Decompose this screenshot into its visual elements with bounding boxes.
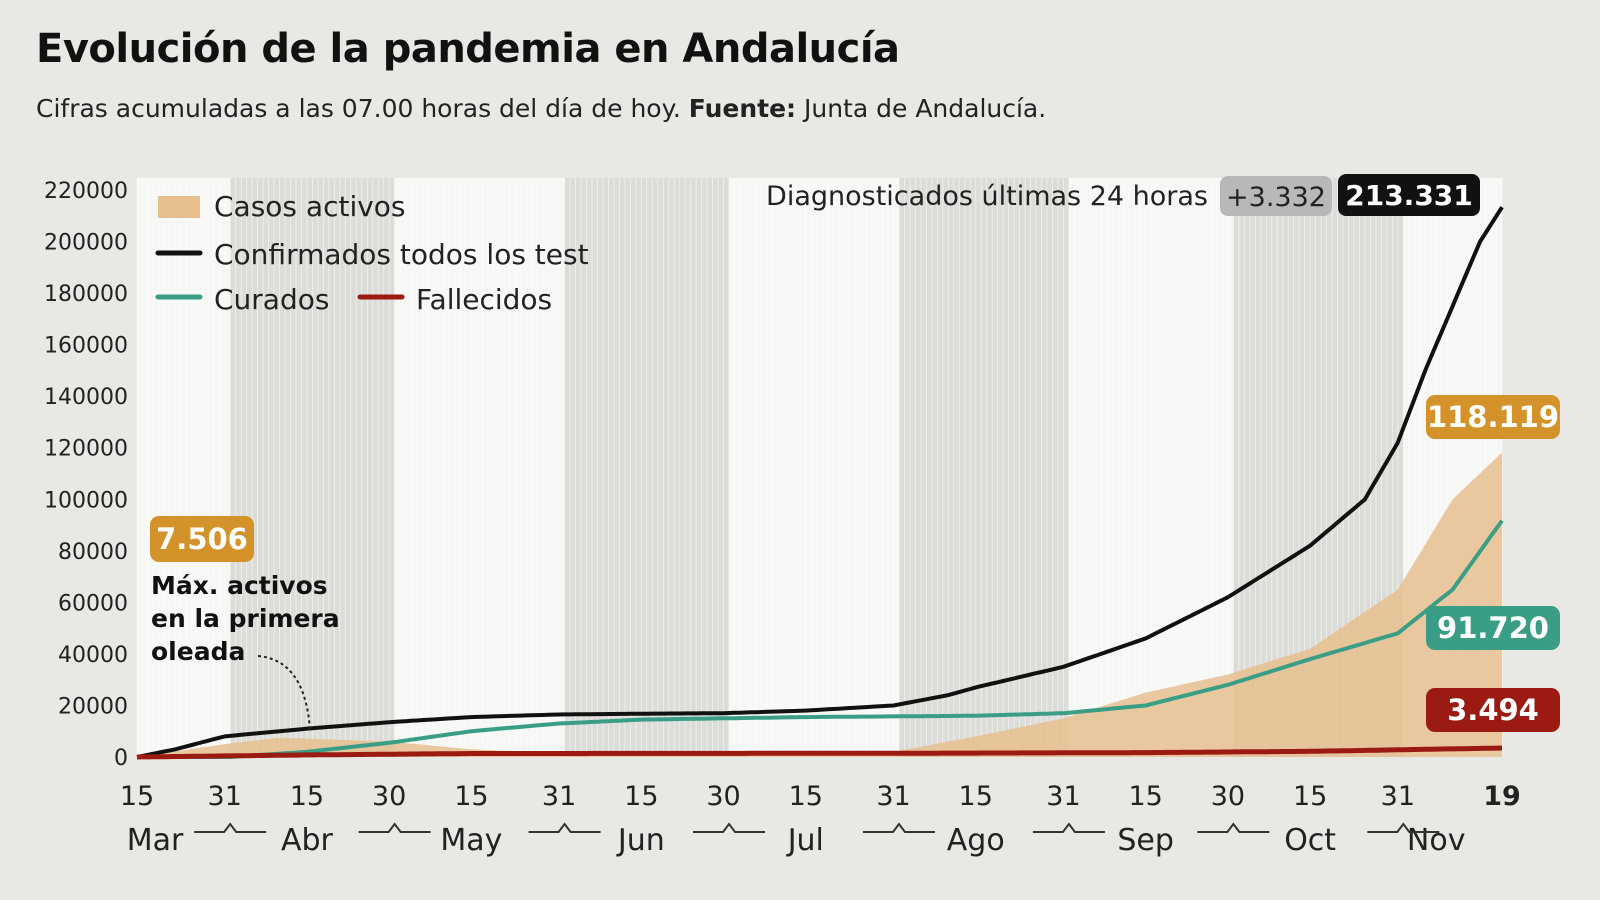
month-separator bbox=[194, 822, 267, 833]
x-tick-label: 15 bbox=[290, 781, 324, 812]
x-month-label: Sep bbox=[1117, 823, 1174, 858]
legend-label-curados: Curados bbox=[214, 283, 329, 316]
legend-swatch-casos-activos bbox=[158, 196, 200, 218]
x-month-label: Nov bbox=[1407, 823, 1466, 858]
chart-subtitle: Cifras acumuladas a las 07.00 horas del … bbox=[36, 94, 1046, 123]
x-tick-label: 15 bbox=[624, 781, 658, 812]
activos-badge bbox=[1426, 395, 1560, 439]
y-tick-label: 0 bbox=[114, 746, 128, 771]
x-tick-label: 19 bbox=[1483, 781, 1521, 812]
y-tick-label: 160000 bbox=[44, 334, 128, 359]
series-area-casos-activos bbox=[137, 452, 1502, 757]
activos-end-value: 118.119 bbox=[1427, 400, 1559, 434]
x-month-label: Abr bbox=[281, 823, 334, 858]
x-month-label: Jun bbox=[616, 823, 665, 858]
x-tick-label: 30 bbox=[372, 781, 406, 812]
x-tick-label: 31 bbox=[208, 781, 242, 812]
peak-pointer bbox=[257, 655, 311, 731]
series-line-confirmados-todos-los-test bbox=[136, 206, 1504, 759]
peak-annotation-text: en la primera bbox=[151, 604, 340, 633]
confirmados-end-value: 213.331 bbox=[1345, 179, 1473, 212]
y-tick-label: 80000 bbox=[58, 540, 128, 565]
x-month-label: May bbox=[440, 823, 502, 858]
confirmados-badge bbox=[1338, 174, 1480, 216]
x-tick-label: 15 bbox=[959, 781, 993, 812]
peak-badge bbox=[150, 516, 254, 562]
y-tick-label: 200000 bbox=[44, 231, 128, 256]
curados-end-value: 91.720 bbox=[1437, 611, 1549, 645]
x-tick-label: 31 bbox=[1046, 781, 1080, 812]
fallecidos-badge bbox=[1426, 688, 1560, 732]
series-line-curados bbox=[137, 519, 1504, 759]
month-band bbox=[898, 178, 1069, 757]
x-month-label: Mar bbox=[127, 823, 184, 858]
legend-label-casos-activos: Casos activos bbox=[214, 190, 406, 223]
y-tick-label: 140000 bbox=[44, 385, 128, 410]
month-separator bbox=[1197, 822, 1270, 833]
y-tick-label: 20000 bbox=[58, 694, 128, 719]
x-month-label: Ago bbox=[947, 823, 1005, 858]
x-tick-label: 15 bbox=[789, 781, 823, 812]
month-separator bbox=[1032, 822, 1105, 833]
x-tick-label: 30 bbox=[706, 781, 740, 812]
x-tick-label: 15 bbox=[454, 781, 488, 812]
x-tick-label: 30 bbox=[1211, 781, 1245, 812]
x-tick-label: 15 bbox=[1128, 781, 1162, 812]
y-tick-label: 40000 bbox=[58, 643, 128, 668]
peak-annotation-text: Máx. activos bbox=[151, 571, 328, 600]
series-line-fallecidos bbox=[136, 745, 1503, 760]
subtitle-text: Cifras acumuladas a las 07.00 horas del … bbox=[36, 94, 681, 123]
y-tick-label: 120000 bbox=[44, 437, 128, 462]
x-tick-label: 15 bbox=[120, 781, 154, 812]
month-separator bbox=[358, 822, 431, 833]
x-month-label: Oct bbox=[1284, 823, 1336, 858]
peak-value: 7.506 bbox=[156, 522, 248, 556]
month-separator bbox=[528, 822, 601, 833]
fallecidos-end-value: 3.494 bbox=[1447, 693, 1539, 727]
legend-label-confirmados: Confirmados todos los test bbox=[214, 238, 589, 271]
source-label: Fuente: bbox=[688, 94, 797, 123]
x-tick-label: 31 bbox=[542, 781, 576, 812]
x-tick-label: 31 bbox=[1381, 781, 1415, 812]
month-separator bbox=[1367, 822, 1440, 833]
y-tick-label: 60000 bbox=[58, 591, 128, 616]
y-tick-label: 220000 bbox=[44, 179, 128, 204]
month-separator bbox=[693, 822, 766, 833]
x-tick-label: 15 bbox=[1293, 781, 1327, 812]
x-tick-label: 31 bbox=[876, 781, 910, 812]
last-24h-label: Diagnosticados últimas 24 horas bbox=[766, 181, 1208, 212]
chart-title: Evolución de la pandemia en Andalucía bbox=[36, 26, 900, 72]
peak-annotation-text: oleada bbox=[151, 637, 245, 666]
delta-value: +3.332 bbox=[1226, 182, 1326, 213]
x-month-label: Jul bbox=[786, 823, 824, 858]
delta-badge bbox=[1220, 176, 1332, 216]
month-separator bbox=[862, 822, 935, 833]
source-text: Junta de Andalucía. bbox=[803, 94, 1047, 123]
curados-badge bbox=[1426, 606, 1560, 650]
y-tick-label: 180000 bbox=[44, 282, 128, 307]
legend-label-fallecidos: Fallecidos bbox=[416, 283, 552, 316]
y-tick-label: 100000 bbox=[44, 488, 128, 513]
